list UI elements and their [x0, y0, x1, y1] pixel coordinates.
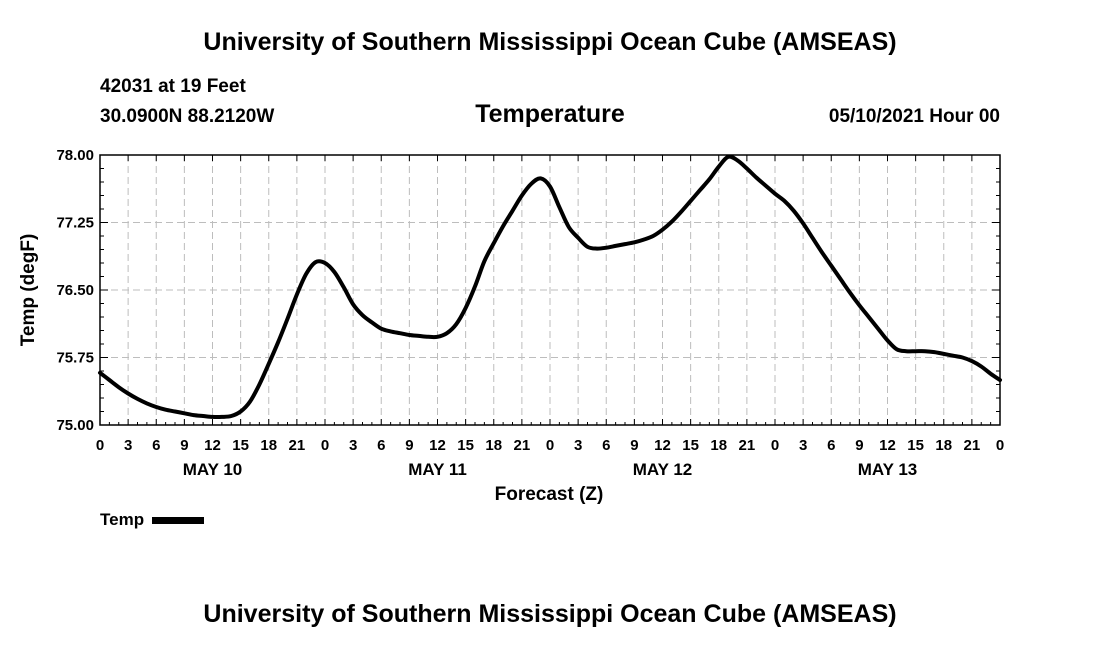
- day-label: MAY 10: [183, 460, 243, 479]
- x-tick-label: 6: [152, 437, 160, 454]
- main-title: University of Southern Mississippi Ocean…: [203, 28, 897, 56]
- x-tick-label: 9: [405, 437, 413, 454]
- x-tick-label: 15: [232, 437, 249, 454]
- x-tick-label: 3: [574, 437, 582, 454]
- x-tick-label: 15: [682, 437, 699, 454]
- x-tick-label: 3: [799, 437, 807, 454]
- coordinates-label: 30.0900N 88.2120W: [100, 106, 275, 127]
- x-tick-label: 0: [996, 437, 1004, 454]
- x-tick-label: 21: [514, 437, 531, 454]
- y-tick-label: 75.75: [56, 350, 94, 367]
- footer-title: University of Southern Mississippi Ocean…: [203, 600, 897, 628]
- x-tick-label: 12: [204, 437, 221, 454]
- x-tick-label: 0: [546, 437, 554, 454]
- temp-series-line: [98, 154, 1002, 420]
- x-tick-label: 6: [827, 437, 835, 454]
- datetime-label: 05/10/2021 Hour 00: [828, 106, 1000, 127]
- x-tick-label: 12: [879, 437, 896, 454]
- legend: Temp: [100, 510, 205, 530]
- x-tick-label: 3: [349, 437, 357, 454]
- x-tick-labels: 0 3 6 9 12 15 18 21 0 3 6 9 12 15 18 21 0 3 6 9 12 15 18 21 0 3 6 9…: [96, 437, 1004, 454]
- x-tick-label: 9: [855, 437, 863, 454]
- day-label: MAY 11: [408, 460, 467, 479]
- day-label: MAY 12: [633, 460, 693, 479]
- x-tick-label: 21: [964, 437, 981, 454]
- x-tick-label: 0: [96, 437, 104, 454]
- plot-frame: [99, 154, 1001, 426]
- legend-label: Temp: [100, 510, 145, 529]
- y-tick-labels: 75.00 75.75 76.50 77.25 78.00: [56, 147, 94, 434]
- x-tick-label: 18: [710, 437, 727, 454]
- grid: [100, 155, 1000, 425]
- chart-title: Temperature: [475, 100, 625, 128]
- day-labels: MAY 10 MAY 11 MAY 12 MAY 13: [183, 460, 918, 479]
- y-tick-label: 76.50: [56, 282, 94, 299]
- x-tick-label: 18: [485, 437, 502, 454]
- y-tick-label: 77.25: [56, 215, 94, 232]
- temperature-chart: 75.00 75.75 76.50 77.25 78.00 0 3 6 9 12 15 18 21 0 3…: [18, 147, 1004, 505]
- x-tick-label: 6: [377, 437, 385, 454]
- x-tick-label: 12: [429, 437, 446, 454]
- y-tick-label: 78.00: [56, 147, 94, 164]
- x-tick-label: 15: [457, 437, 474, 454]
- x-tick-label: 12: [654, 437, 671, 454]
- x-tick-label: 6: [602, 437, 610, 454]
- x-tick-label: 9: [630, 437, 638, 454]
- legend-line-swatch: [152, 517, 205, 525]
- x-tick-label: 18: [935, 437, 952, 454]
- x-tick-label: 21: [739, 437, 756, 454]
- x-tick-label: 3: [124, 437, 132, 454]
- x-tick-label: 9: [180, 437, 188, 454]
- day-label: MAY 13: [858, 460, 918, 479]
- x-tick-label: 0: [321, 437, 329, 454]
- x-axis-label: Forecast (Z): [495, 484, 604, 505]
- x-tick-label: 0: [771, 437, 779, 454]
- x-tick-label: 15: [907, 437, 924, 454]
- x-tick-label: 21: [289, 437, 306, 454]
- station-label: 42031 at 19 Feet: [100, 76, 246, 97]
- y-tick-label: 75.00: [56, 417, 94, 434]
- x-tick-label: 18: [260, 437, 277, 454]
- y-axis-label: Temp (degF): [18, 234, 39, 347]
